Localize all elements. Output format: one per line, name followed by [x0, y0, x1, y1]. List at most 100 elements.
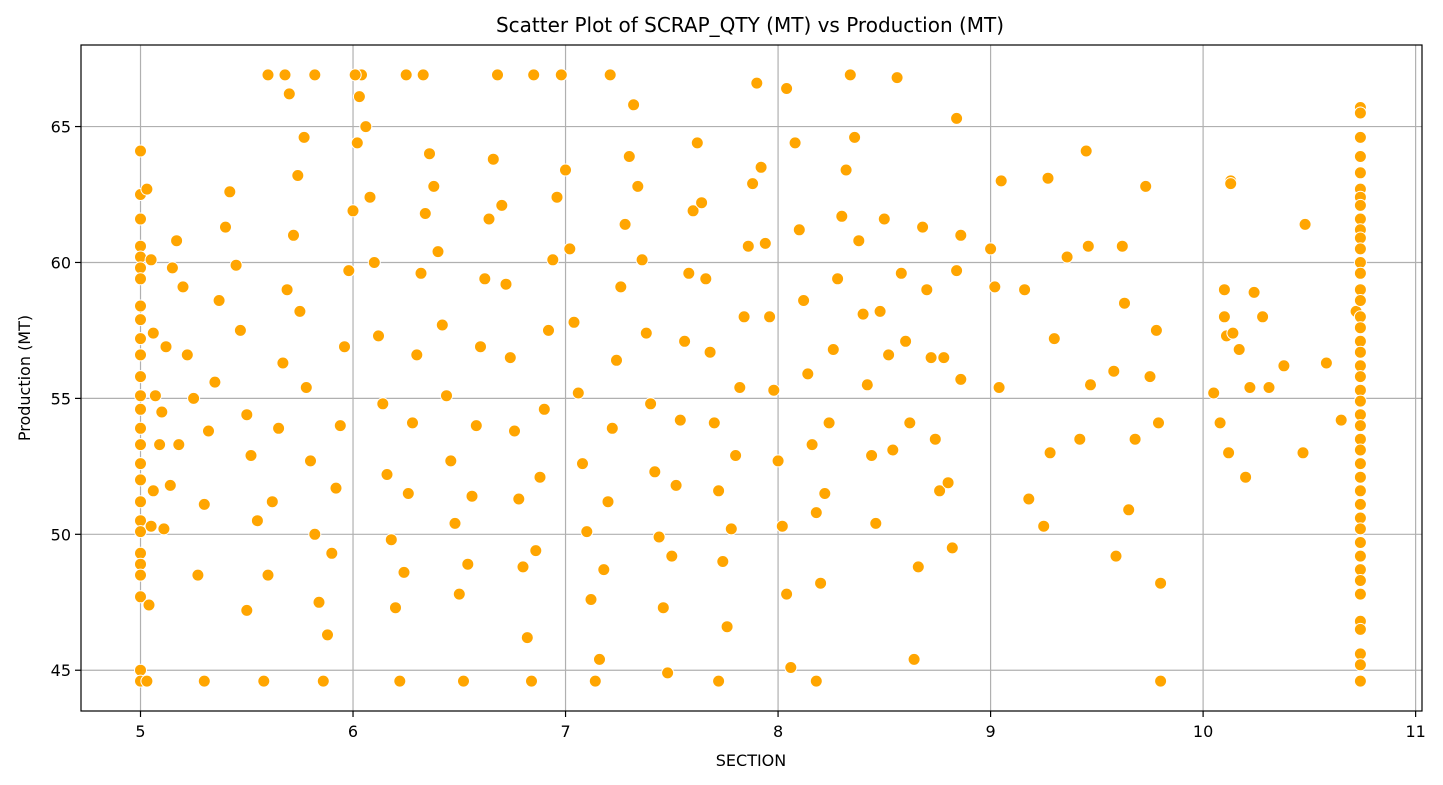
scatter-point — [134, 261, 147, 275]
x-tick-label: 11 — [1405, 722, 1425, 741]
scatter-point — [1041, 171, 1055, 185]
scatter-point — [486, 152, 500, 166]
scatter-point — [134, 370, 147, 384]
scatter-point — [157, 522, 171, 536]
scatter-point — [571, 386, 585, 400]
y-tick-label: 65 — [51, 118, 71, 137]
scatter-point — [187, 391, 201, 405]
scatter-point — [542, 323, 555, 337]
scatter-point — [652, 530, 666, 544]
scatter-point — [525, 674, 538, 688]
scatter-point — [1047, 332, 1061, 346]
scatter-point — [520, 631, 534, 645]
scatter-point — [822, 416, 836, 430]
y-tick-label: 60 — [51, 253, 71, 272]
scatter-point — [1079, 144, 1093, 158]
scatter-point — [163, 478, 177, 492]
scatter-point — [1353, 470, 1367, 484]
y-tick-label: 50 — [51, 525, 71, 544]
scatter-point — [1353, 658, 1367, 672]
scatter-point — [1224, 177, 1238, 191]
scatter-point — [342, 264, 356, 278]
scatter-point — [648, 465, 662, 479]
scatter-point — [435, 318, 449, 332]
scatter-point — [1353, 484, 1367, 498]
scatter-point — [699, 272, 713, 286]
scatter-point — [261, 568, 275, 582]
scatter-point — [639, 326, 653, 340]
scatter-point — [276, 356, 290, 370]
scatter-point — [950, 111, 964, 125]
scatter-point — [197, 497, 211, 511]
scatter-point — [503, 351, 517, 365]
scatter-point — [297, 130, 311, 144]
scatter-point — [380, 468, 394, 481]
scatter-point — [801, 367, 815, 381]
scatter-point — [809, 506, 823, 520]
x-tick-label: 7 — [560, 722, 570, 741]
scatter-point — [886, 443, 900, 457]
scatter-point — [873, 304, 887, 318]
scatter-point — [780, 82, 794, 95]
scatter-point — [406, 416, 419, 430]
scatter-point — [134, 568, 147, 582]
scatter-point — [414, 266, 428, 280]
scatter-point — [1353, 563, 1367, 577]
scatter-point — [937, 351, 951, 365]
scatter-point — [134, 514, 147, 528]
scatter-point — [444, 454, 458, 468]
scatter-point — [410, 348, 424, 362]
scatter-point — [1353, 106, 1367, 120]
scatter-point — [614, 280, 628, 294]
scatter-point — [1217, 283, 1231, 297]
scatter-point — [191, 568, 205, 582]
scatter-point — [1256, 310, 1270, 324]
scatter-point — [1207, 386, 1221, 400]
scatter-point — [134, 212, 147, 226]
scatter-point — [346, 204, 360, 218]
scatter-point — [916, 220, 930, 234]
scatter-point — [134, 144, 147, 158]
scatter-point — [153, 438, 167, 452]
scatter-point — [278, 68, 292, 82]
scatter-point — [265, 495, 279, 509]
scatter-point — [603, 68, 617, 82]
scatter-point — [461, 557, 475, 571]
scatter-point — [1353, 587, 1367, 601]
scatter-point — [1353, 419, 1367, 433]
scatter-point — [134, 557, 147, 571]
scatter-point — [695, 196, 709, 210]
chart-title: Scatter Plot of SCRAP_QTY (MT) vs Produc… — [496, 13, 1004, 37]
scatter-point — [567, 315, 581, 329]
scatter-point — [746, 177, 760, 191]
scatter-point — [831, 272, 845, 286]
scatter-point — [903, 416, 917, 430]
scatter-point — [933, 484, 947, 498]
scatter-point — [1043, 446, 1057, 460]
scatter-point — [733, 381, 747, 394]
x-tick-label: 9 — [985, 722, 995, 741]
scatter-point — [869, 516, 883, 530]
scatter-point — [240, 408, 254, 422]
scatter-point — [1217, 310, 1231, 324]
scatter-point — [984, 242, 998, 256]
scatter-point — [1353, 432, 1367, 446]
scatter-point — [580, 525, 594, 539]
scatter-point — [839, 163, 853, 177]
scatter-point — [1353, 383, 1367, 397]
scatter-point — [287, 228, 300, 242]
scatter-point — [686, 204, 700, 218]
scatter-point — [134, 438, 147, 452]
scatter-point — [584, 593, 598, 606]
scatter-point — [1353, 266, 1367, 280]
scatter-point — [350, 136, 364, 150]
scatter-point — [372, 329, 385, 343]
scatter-point — [399, 68, 413, 82]
scatter-point — [1243, 381, 1257, 394]
scatter-point — [1353, 231, 1367, 245]
scatter-point — [678, 334, 692, 348]
scatter-point — [1154, 674, 1168, 688]
scatter-point — [546, 253, 560, 267]
scatter-point — [673, 413, 687, 427]
